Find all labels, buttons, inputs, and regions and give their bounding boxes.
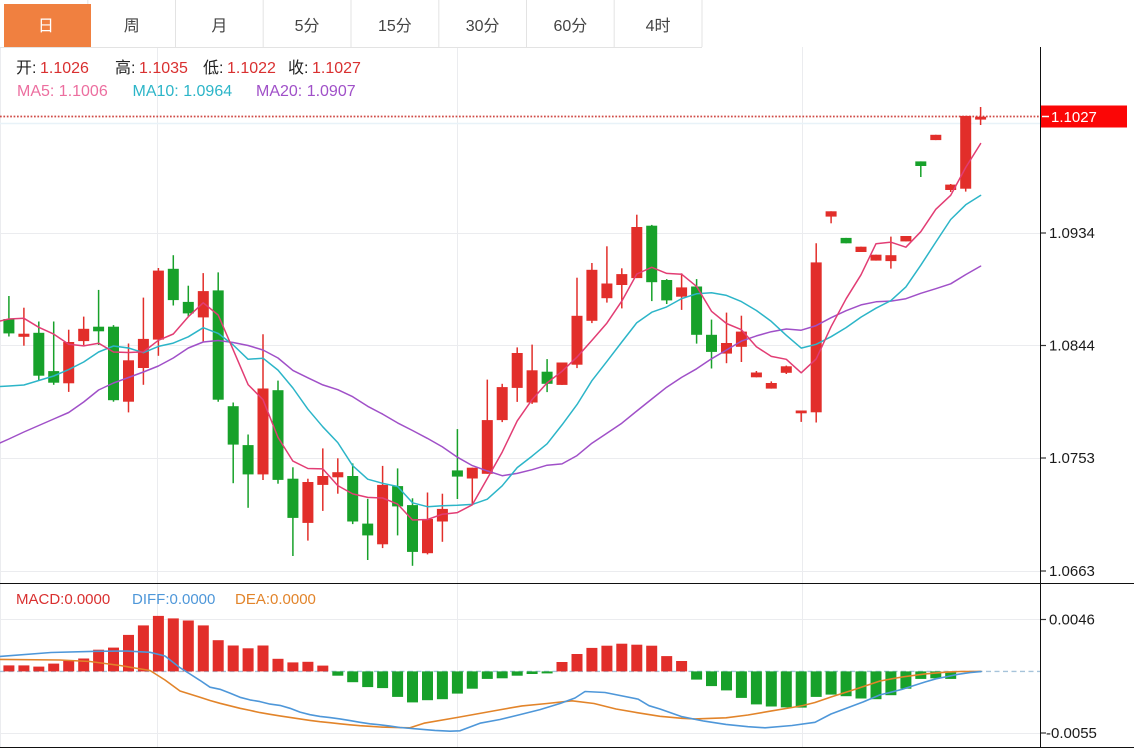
- svg-text:日: 日: [38, 18, 54, 35]
- svg-text:月: 月: [211, 18, 227, 35]
- svg-text:4时: 4时: [646, 17, 671, 35]
- svg-text:30分: 30分: [466, 17, 500, 35]
- svg-text:5分: 5分: [295, 17, 320, 35]
- svg-text:1.1027: 1.1027: [1051, 109, 1097, 126]
- svg-text:60分: 60分: [553, 17, 587, 35]
- svg-text:0.0046: 0.0046: [1049, 612, 1095, 629]
- svg-text:1.0934: 1.0934: [1049, 225, 1095, 242]
- svg-text:周: 周: [124, 18, 140, 35]
- svg-text:-0.0055: -0.0055: [1046, 725, 1097, 742]
- svg-text:1.0753: 1.0753: [1049, 450, 1095, 467]
- svg-text:15分: 15分: [378, 17, 412, 35]
- svg-text:1.0663: 1.0663: [1049, 563, 1095, 580]
- svg-text:1.0844: 1.0844: [1049, 338, 1095, 355]
